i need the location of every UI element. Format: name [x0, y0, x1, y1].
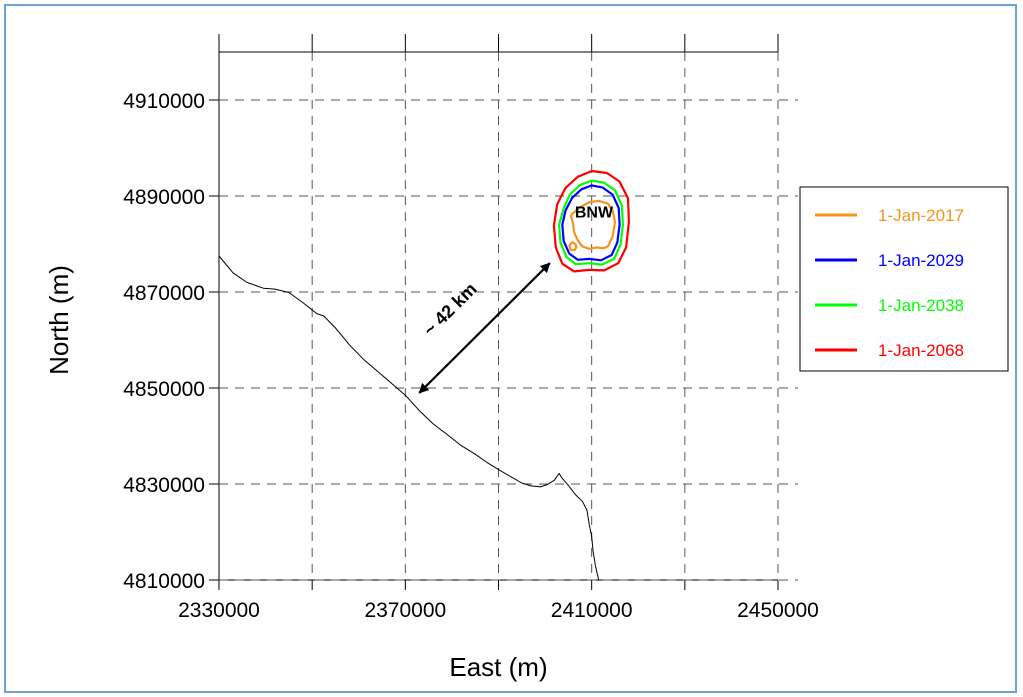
- x-tick-label: 2330000: [178, 599, 260, 622]
- annotation-layer: BNW ~ 42 km: [418, 205, 614, 394]
- x-tick-label: 2370000: [364, 599, 446, 622]
- contour-1-jan-2017-small-contour-: [568, 241, 578, 252]
- legend-label: 1-Jan-2068: [878, 341, 964, 360]
- legend-label: 1-Jan-2017: [878, 206, 964, 225]
- legend-label: 1-Jan-2038: [878, 296, 964, 315]
- gridlines: [218, 51, 798, 581]
- y-tick-label: 4850000: [123, 378, 205, 401]
- y-axis-title: North (m): [44, 265, 74, 375]
- site-label: BNW: [575, 205, 614, 222]
- x-tick-label: 2410000: [551, 599, 633, 622]
- contour-1-jan-2017: [569, 199, 617, 250]
- legend: 1-Jan-2017 1-Jan-2029 1-Jan-2038 1-Jan-2068: [799, 186, 1009, 372]
- legend-box: [799, 186, 1009, 372]
- y-tick-label: 4910000: [123, 90, 205, 113]
- contour-1-jan-2029: [561, 184, 621, 262]
- contour-1-jan-2068: [552, 169, 631, 273]
- y-tick-label: 4830000: [123, 474, 205, 497]
- series-layer: [218, 169, 631, 581]
- axis-ticks: 2330000 2370000 2410000 2450000 4810000 48300…: [123, 34, 819, 622]
- legend-label: 1-Jan-2029: [878, 251, 964, 270]
- contour-1-jan-2038: [557, 179, 625, 266]
- y-tick-label: 4890000: [123, 186, 205, 209]
- y-tick-label: 4810000: [123, 570, 205, 593]
- x-axis-title: East (m): [449, 652, 547, 682]
- distance-arrow: [418, 262, 551, 394]
- y-tick-label: 4870000: [123, 282, 205, 305]
- coastline-line: [218, 255, 600, 581]
- distance-label: ~ 42 km: [419, 279, 480, 340]
- x-tick-label: 2450000: [737, 599, 819, 622]
